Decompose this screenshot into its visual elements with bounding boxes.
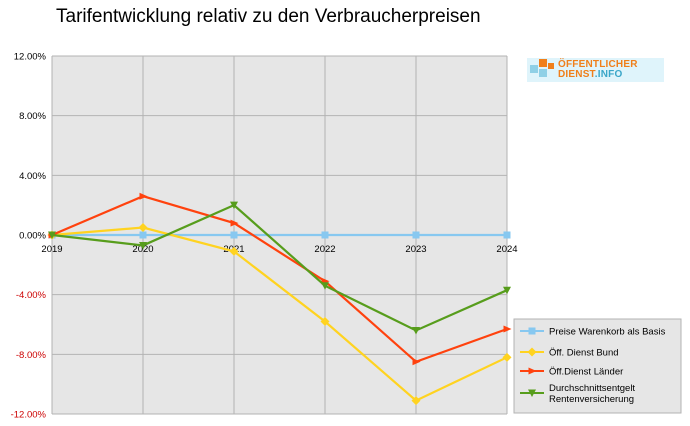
legend-label: Öff. Dienst Bund <box>549 348 619 359</box>
y-tick-label: -12.00% <box>11 410 47 421</box>
x-tick-label: 2023 <box>405 244 426 255</box>
chart-title: Tarifentwicklung relativ zu den Verbrauc… <box>56 6 481 27</box>
data-point <box>230 201 238 210</box>
y-tick-label: 4.00% <box>19 171 46 182</box>
logo-blocks-icon <box>530 59 556 81</box>
series-line-3 <box>51 195 508 364</box>
y-tick-label: -8.00% <box>16 350 47 361</box>
legend-swatch-marker <box>528 389 536 397</box>
logo-line-1: ÖFFENTLICHER <box>558 59 638 70</box>
series-line-2 <box>51 226 508 402</box>
x-tick-label: 2020 <box>132 244 153 255</box>
data-point <box>321 231 329 239</box>
data-point <box>139 241 147 250</box>
x-tick-label: 2024 <box>496 244 517 255</box>
oeffentlicher-dienst-logo: ÖFFENTLICHER DIENST.INFO <box>527 58 664 82</box>
data-point <box>412 231 420 239</box>
legend-label: Durchschnittsentgelt <box>549 383 635 394</box>
x-tick-label: 2022 <box>314 244 335 255</box>
y-tick-label: 0.00% <box>19 231 46 242</box>
series-line-4 <box>51 203 508 332</box>
legend-label: Öff.Dienst Länder <box>549 367 623 378</box>
data-point <box>229 246 239 256</box>
data-point <box>502 352 512 362</box>
data-point <box>321 282 329 290</box>
legend-label: Rentenversicherung <box>549 394 634 405</box>
y-tick-label: 12.00% <box>14 52 47 63</box>
data-point <box>138 223 148 233</box>
legend-swatch-marker <box>528 327 536 335</box>
legend-swatch-marker <box>528 367 537 375</box>
data-point <box>412 358 421 366</box>
data-point <box>48 231 56 239</box>
data-point <box>412 326 420 335</box>
data-point <box>139 192 148 200</box>
logo-line-2-suffix: .INFO <box>594 69 623 80</box>
data-point <box>503 231 511 239</box>
data-point <box>411 396 421 406</box>
legend-box <box>513 318 682 414</box>
legend-swatch-marker <box>527 347 537 357</box>
data-point <box>320 317 330 327</box>
y-tick-label: -4.00% <box>16 290 47 301</box>
y-tick-label: 8.00% <box>19 111 46 122</box>
x-tick-label: 2019 <box>41 244 62 255</box>
data-point <box>139 231 147 239</box>
data-point <box>230 231 238 239</box>
logo-line-2: DIENST <box>558 69 595 80</box>
data-point <box>503 286 511 295</box>
legend-label: Preise Warenkorb als Basis <box>549 327 666 338</box>
data-point <box>230 219 239 227</box>
data-point <box>503 325 512 333</box>
